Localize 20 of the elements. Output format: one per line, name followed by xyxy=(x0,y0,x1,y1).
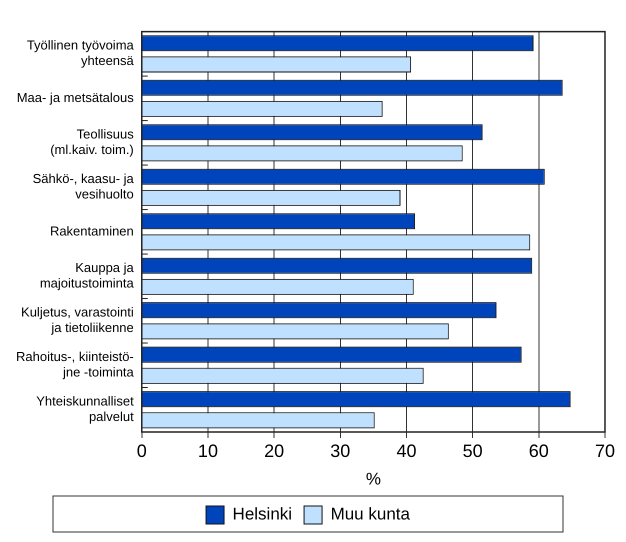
y-tick-label: Työllinen työvoima yhteensä xyxy=(26,38,135,68)
y-tick-label: Yhteiskunnalliset palvelut xyxy=(36,394,134,424)
y-tick-label: Sähkö-, kaasu- ja vesihuolto xyxy=(32,171,135,202)
legend-label: Muu kunta xyxy=(330,504,410,524)
x-tick-label: 0 xyxy=(136,440,147,461)
y-tick-label: Rahoitus-, kiinteistö- jne -toiminta xyxy=(16,349,135,380)
y-tick-label: Kauppa ja majoitustoiminta xyxy=(40,260,135,291)
x-tick-label: 70 xyxy=(594,440,616,461)
x-tick-label: 10 xyxy=(198,440,218,461)
y-tick-label: Teollisuus (ml.kaiv. toim.) xyxy=(50,126,134,158)
x-tick-label: 40 xyxy=(396,440,416,461)
y-tick-label: Maa- ja metsätalous xyxy=(16,90,134,105)
x-tick-label: 60 xyxy=(528,440,549,461)
x-tick-label: 50 xyxy=(462,440,483,461)
x-tick-label: 30 xyxy=(330,440,350,461)
legend-label: Helsinki xyxy=(232,504,292,524)
x-axis-title: % xyxy=(366,469,381,488)
y-tick-label: Rakentaminen xyxy=(50,223,134,238)
x-tick-label: 20 xyxy=(264,440,284,461)
y-tick-label: Kuljetus, varastointi ja tietoliikenne xyxy=(21,304,134,336)
